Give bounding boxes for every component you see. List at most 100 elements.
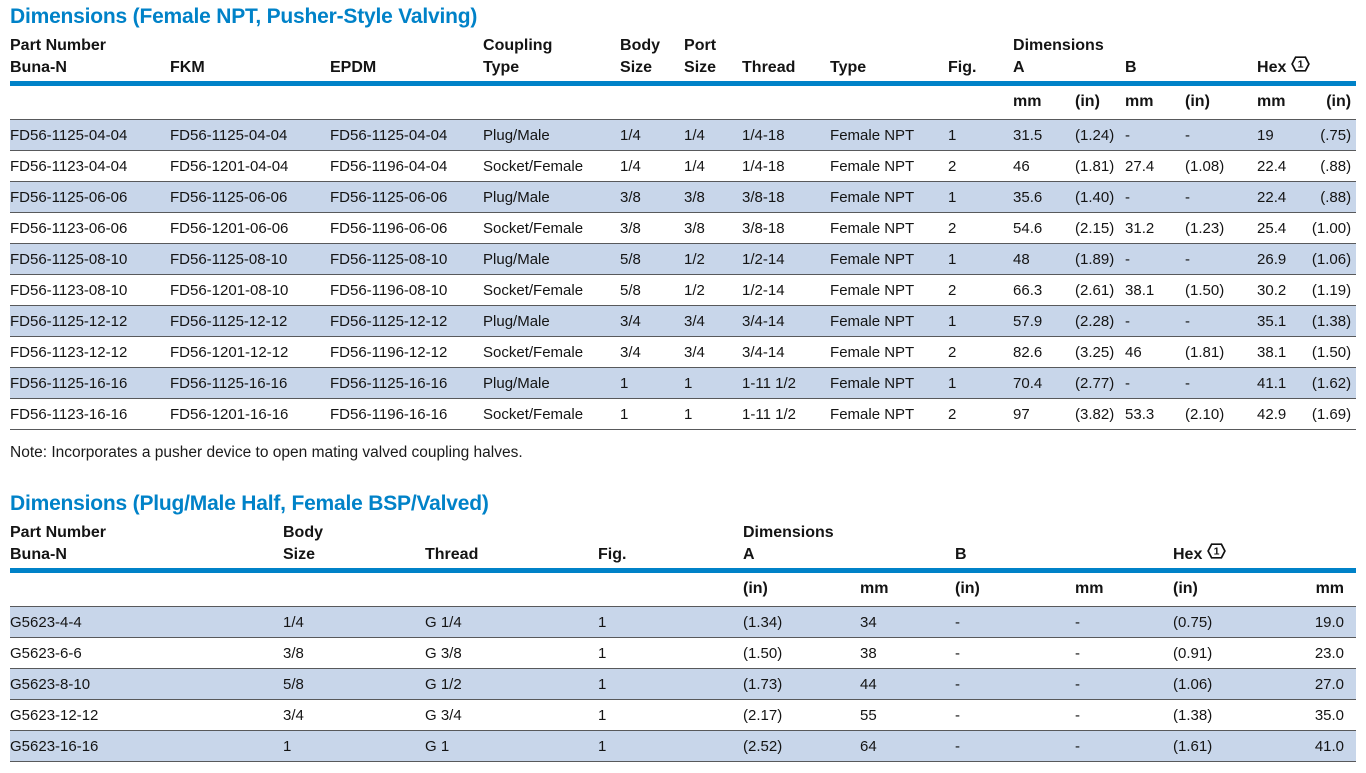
header-body-line1: Body bbox=[620, 37, 661, 54]
spacer-cell bbox=[684, 84, 742, 120]
cell: Female NPT bbox=[830, 127, 915, 144]
cell: (0.75) bbox=[1173, 614, 1213, 631]
header-dimensions-group: Dimensions bbox=[743, 524, 834, 541]
hexagon-1-icon: 1 bbox=[1291, 56, 1311, 72]
table1-note: Note: Incorporates a pusher device to op… bbox=[10, 444, 523, 461]
cell: 3/4 bbox=[684, 313, 705, 330]
header-body-size: Size bbox=[620, 56, 685, 86]
cell: (2.61) bbox=[1075, 282, 1115, 299]
table-row: FD56-1125-06-06 FD56-1125-06-06 FD56-1125-… bbox=[10, 181, 1357, 213]
cell: G5623-4-4 bbox=[10, 614, 82, 631]
hex-label: Hex bbox=[1173, 546, 1203, 563]
spacer-cell bbox=[830, 36, 948, 56]
cell: Plug/Male bbox=[483, 375, 550, 392]
cell: - bbox=[1185, 313, 1191, 330]
cell: FD56-1125-08-10 bbox=[330, 251, 448, 268]
cell: 66.3 bbox=[1013, 282, 1043, 299]
table-row: G5623-6-6 3/8 G 3/8 1 (1.50) 38 - - (0.91) 23.0 bbox=[10, 637, 1357, 669]
cell: (2.77) bbox=[1075, 375, 1115, 392]
spacer-cell bbox=[425, 571, 598, 607]
cell: (.88) bbox=[1320, 189, 1352, 206]
cell: 1/2-14 bbox=[742, 251, 785, 268]
unit-hex-mm: mm bbox=[1315, 580, 1345, 597]
spacer-cell bbox=[330, 84, 483, 120]
cell: 64 bbox=[860, 738, 877, 755]
table-row: FD56-1125-16-16 FD56-1125-16-16 FD56-1125-… bbox=[10, 367, 1357, 399]
header-group-row: Part Number Coupling Body Port Dimension… bbox=[10, 36, 1356, 56]
units-row: mm (in) mm (in) mm (in) bbox=[10, 84, 1356, 120]
cell: 38.1 bbox=[1257, 344, 1287, 361]
cell: 70.4 bbox=[1013, 375, 1043, 392]
cell: (1.24) bbox=[1075, 127, 1115, 144]
cell: 35.0 bbox=[1314, 707, 1345, 724]
cell: (.88) bbox=[1320, 158, 1352, 175]
spacer-cell bbox=[620, 84, 684, 120]
header-dim-b: B bbox=[955, 543, 1173, 573]
spacer-cell bbox=[10, 571, 283, 607]
spacer-cell bbox=[425, 523, 598, 543]
header-part-number-group: Part Number bbox=[10, 524, 107, 541]
table-row: G5623-12-12 3/4 G 3/4 1 (2.17) 55 - - (1.38) 35.0 bbox=[10, 699, 1357, 731]
cell: 35.6 bbox=[1013, 189, 1043, 206]
cell: Female NPT bbox=[830, 158, 915, 175]
cell: 27.4 bbox=[1125, 158, 1155, 175]
cell: (1.81) bbox=[1075, 158, 1115, 175]
cell: FD56-1201-12-12 bbox=[170, 344, 289, 361]
header-column-row: Buna-N Size Thread Fig. A B Hex 1 bbox=[10, 543, 1357, 573]
cell: 3/8 bbox=[620, 220, 641, 237]
spacer-cell bbox=[283, 571, 425, 607]
cell: Plug/Male bbox=[483, 189, 550, 206]
header-type: Type bbox=[830, 56, 949, 86]
cell: G 1 bbox=[425, 738, 450, 755]
svg-text:1: 1 bbox=[1214, 546, 1220, 558]
cell: - bbox=[1125, 375, 1131, 392]
header-hex: Hex 1 bbox=[1173, 543, 1357, 573]
cell: 1/4 bbox=[620, 158, 641, 175]
cell: 3/8-18 bbox=[742, 220, 785, 237]
cell: Female NPT bbox=[830, 313, 915, 330]
cell: (1.40) bbox=[1075, 189, 1115, 206]
cell: - bbox=[1185, 127, 1191, 144]
cell: FD56-1125-08-10 bbox=[170, 251, 288, 268]
cell: FD56-1125-06-06 bbox=[10, 189, 128, 206]
cell: FD56-1201-16-16 bbox=[170, 406, 289, 423]
cell: Female NPT bbox=[830, 189, 915, 206]
cell: FD56-1125-04-04 bbox=[330, 127, 448, 144]
cell: 54.6 bbox=[1013, 220, 1043, 237]
cell: (1.34) bbox=[743, 614, 783, 631]
cell: 3/8 bbox=[684, 220, 705, 237]
cell: - bbox=[1185, 375, 1191, 392]
cell: 3/4 bbox=[620, 313, 641, 330]
unit-b-mm: mm bbox=[1075, 580, 1104, 597]
spacer-cell bbox=[948, 36, 1013, 56]
header-body-line1: Body bbox=[283, 524, 323, 541]
cell: FD56-1125-04-04 bbox=[10, 127, 128, 144]
cell: 3/4 bbox=[283, 707, 304, 724]
table-row: FD56-1123-16-16 FD56-1201-16-16 FD56-1196-… bbox=[10, 398, 1357, 430]
cell: Socket/Female bbox=[483, 344, 584, 361]
table-row: FD56-1125-08-10 FD56-1125-08-10 FD56-1125-… bbox=[10, 243, 1357, 275]
table-row: FD56-1125-12-12 FD56-1125-12-12 FD56-1125-… bbox=[10, 305, 1357, 337]
cell: 2 bbox=[948, 158, 957, 175]
cell: Plug/Male bbox=[483, 127, 550, 144]
table-row: G5623-4-4 1/4 G 1/4 1 (1.34) 34 - - (0.75) 19.0 bbox=[10, 606, 1357, 638]
table1-body: FD56-1125-04-04 FD56-1125-04-04 FD56-1125-… bbox=[10, 119, 1357, 430]
cell: 2 bbox=[948, 220, 957, 237]
npt-dimensions-table: Part Number Coupling Body Port Dimension… bbox=[10, 36, 1357, 430]
cell: 1/4-18 bbox=[742, 127, 785, 144]
cell: 53.3 bbox=[1125, 406, 1155, 423]
cell: (1.62) bbox=[1311, 375, 1352, 392]
cell: Female NPT bbox=[830, 375, 915, 392]
cell: (1.38) bbox=[1311, 313, 1352, 330]
cell: 25.4 bbox=[1257, 220, 1287, 237]
cell: (1.06) bbox=[1173, 676, 1213, 693]
cell: 1 bbox=[948, 127, 957, 144]
table-row: FD56-1123-04-04 FD56-1201-04-04 FD56-1196-… bbox=[10, 150, 1357, 182]
cell: (1.38) bbox=[1173, 707, 1213, 724]
unit-hex-in: (in) bbox=[1326, 93, 1352, 110]
header-part-number-group: Part Number bbox=[10, 37, 107, 54]
cell: 1 bbox=[598, 707, 607, 724]
spacer-cell bbox=[483, 84, 620, 120]
cell: 5/8 bbox=[620, 251, 641, 268]
